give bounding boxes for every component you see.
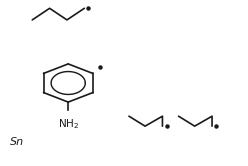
Text: NH$_2$: NH$_2$ — [58, 117, 79, 131]
Text: Sn: Sn — [10, 137, 25, 147]
